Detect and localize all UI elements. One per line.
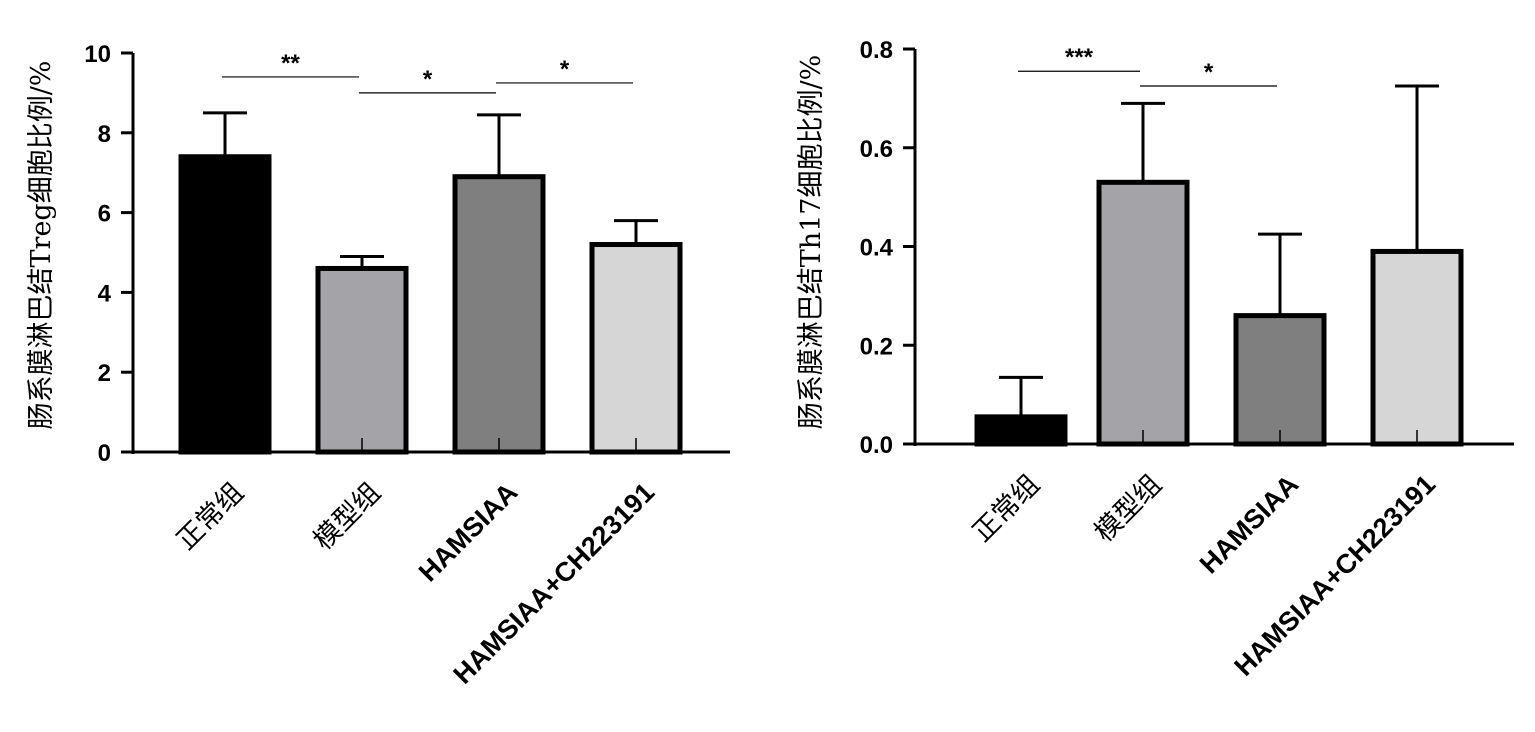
y-tick-label-3: 0.6: [860, 136, 893, 163]
bar-3: [452, 174, 546, 455]
bar-2: [1096, 179, 1190, 447]
y-tick-label-0: 0.0: [860, 432, 893, 459]
y-tick-label-4: 8: [98, 121, 111, 148]
y-axis-label: 肠系膜淋巴结Treg细胞比例/%: [26, 61, 57, 430]
y-tick-label-2: 4: [98, 280, 112, 307]
significance-label-2: *: [1204, 59, 1214, 86]
x-tick-label-1: 正常组: [967, 469, 1045, 547]
y-tick-label-1: 2: [98, 360, 111, 387]
significance-label-1: **: [281, 50, 300, 77]
y-tick-label-4: 0.8: [860, 37, 893, 64]
x-tick-label-3: HAMSIAA: [1194, 469, 1304, 579]
significance-label-2: *: [423, 66, 433, 93]
significance-label-3: *: [560, 56, 570, 83]
x-tick-label-1: 正常组: [171, 477, 249, 555]
bar-4: [589, 242, 683, 455]
x-tick-label-2: 模型组: [308, 477, 386, 555]
bar-3: [1233, 313, 1327, 447]
bar-2: [315, 265, 409, 455]
chart-2: 肠系膜淋巴结Th17细胞比例/% 0.0 0.2 0.4 0.6 0.8 正常组 模型组 HAM…: [796, 37, 1514, 682]
y-tick-label-3: 6: [98, 201, 111, 228]
significance-label-1: ***: [1065, 44, 1094, 71]
y-axis-label: 肠系膜淋巴结Th17细胞比例/%: [796, 55, 827, 430]
y-tick-label-1: 0.2: [860, 333, 893, 360]
y-tick-label-5: 10: [84, 41, 111, 68]
x-tick-label-3: HAMSIAA: [413, 477, 523, 587]
y-tick-label-0: 0: [98, 440, 111, 467]
x-tick-label-2: 模型组: [1089, 469, 1167, 547]
bar-1: [178, 154, 272, 455]
bar-4: [1370, 248, 1464, 447]
y-tick-label-2: 0.4: [860, 235, 894, 262]
